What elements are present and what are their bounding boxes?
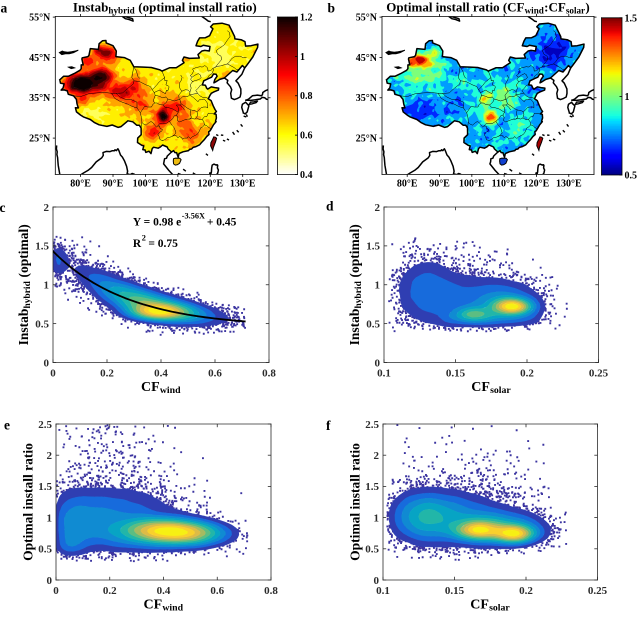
svg-text:1: 1 xyxy=(300,52,305,63)
svg-text:0.6: 0.6 xyxy=(208,368,222,380)
svg-text:f: f xyxy=(326,418,331,433)
svg-text:35°N: 35°N xyxy=(29,93,51,104)
svg-text:Y = 0.98 e: Y = 0.98 e xyxy=(133,216,181,228)
svg-text:55°N: 55°N xyxy=(29,13,51,24)
svg-text:1.5: 1.5 xyxy=(35,241,49,253)
svg-text:e: e xyxy=(4,418,10,433)
svg-text:a: a xyxy=(1,1,8,16)
svg-text:0: 0 xyxy=(374,575,380,587)
svg-text:55°N: 55°N xyxy=(356,13,378,24)
svg-text:0: 0 xyxy=(375,357,381,369)
svg-text:120°E: 120°E xyxy=(197,178,223,189)
svg-text:45°N: 45°N xyxy=(29,53,51,64)
svg-text:0: 0 xyxy=(44,357,50,369)
svg-text:1: 1 xyxy=(375,280,381,292)
svg-text:1: 1 xyxy=(44,280,50,292)
svg-text:2: 2 xyxy=(44,202,50,214)
svg-text:0.5: 0.5 xyxy=(365,544,379,556)
svg-text:0.2: 0.2 xyxy=(520,368,534,380)
svg-text:I n s t: I n s t a b ( o p t i m a l ) h y b r i … xyxy=(346,220,365,345)
svg-text:25°N: 25°N xyxy=(356,134,378,145)
svg-text:1.5: 1.5 xyxy=(625,13,638,24)
svg-text:0.8: 0.8 xyxy=(262,368,276,380)
svg-text:80°E: 80°E xyxy=(397,178,418,189)
svg-text:0: 0 xyxy=(53,585,59,597)
svg-text:0.5: 0.5 xyxy=(366,318,380,330)
svg-text:130°E: 130°E xyxy=(556,178,582,189)
svg-text:1.5: 1.5 xyxy=(365,481,379,493)
svg-text:0.2: 0.2 xyxy=(100,368,114,380)
svg-text:2: 2 xyxy=(374,450,380,462)
svg-text:I n s t: I n s t a b ( o p t i m a l ) h y b r i … xyxy=(15,220,34,345)
svg-text:2.5: 2.5 xyxy=(38,419,52,431)
svg-text:0.1: 0.1 xyxy=(377,368,391,380)
svg-text:0.6: 0.6 xyxy=(210,585,224,597)
svg-text:100°E: 100°E xyxy=(133,178,159,189)
svg-text:0.6: 0.6 xyxy=(300,131,313,142)
svg-text:b: b xyxy=(328,1,336,16)
svg-text:-3.56X: -3.56X xyxy=(182,212,205,221)
svg-text:C F w i: C F w i n d xyxy=(144,595,184,614)
svg-text:90°E: 90°E xyxy=(103,178,124,189)
svg-text:0.4: 0.4 xyxy=(157,585,171,597)
svg-text:2.5: 2.5 xyxy=(365,419,379,431)
svg-text:0.25: 0.25 xyxy=(589,368,609,380)
svg-text:1: 1 xyxy=(625,92,630,103)
svg-text:35°N: 35°N xyxy=(356,93,378,104)
svg-text:C F s o: C F s o l a r xyxy=(470,595,510,614)
svg-text:0: 0 xyxy=(50,368,56,380)
svg-text:1.2: 1.2 xyxy=(300,12,313,23)
svg-text:2: 2 xyxy=(47,450,53,462)
svg-text:0: 0 xyxy=(47,575,53,587)
svg-text:80°E: 80°E xyxy=(70,178,91,189)
svg-text:C F s o: C F s o l a r xyxy=(471,378,511,397)
svg-text:C F w i: C F w i n d xyxy=(141,378,181,397)
svg-text:0.15: 0.15 xyxy=(445,585,465,597)
svg-text:0.25: 0.25 xyxy=(588,585,608,597)
svg-text:1: 1 xyxy=(47,512,53,524)
svg-text:90°E: 90°E xyxy=(429,178,450,189)
svg-text:100°E: 100°E xyxy=(459,178,485,189)
svg-text:0.5: 0.5 xyxy=(625,170,638,181)
svg-text:d: d xyxy=(326,199,334,214)
svg-text:110°E: 110°E xyxy=(165,178,190,189)
svg-text:110°E: 110°E xyxy=(492,178,517,189)
svg-text:0.1: 0.1 xyxy=(376,585,390,597)
svg-text:= 0.75: = 0.75 xyxy=(148,238,178,250)
svg-text:120°E: 120°E xyxy=(524,178,550,189)
svg-text:2: 2 xyxy=(375,202,381,214)
svg-text:2: 2 xyxy=(142,233,146,242)
svg-text:1.5: 1.5 xyxy=(366,241,380,253)
svg-text:1: 1 xyxy=(374,512,380,524)
svg-text:0.8: 0.8 xyxy=(264,585,278,597)
svg-text:Optimal install ratio: Optimal install ratio xyxy=(20,443,35,561)
svg-text:130°E: 130°E xyxy=(230,178,256,189)
svg-text:0.4: 0.4 xyxy=(154,368,168,380)
svg-text:c: c xyxy=(0,200,6,215)
svg-text:R: R xyxy=(133,238,142,250)
svg-text:25°N: 25°N xyxy=(29,134,51,145)
svg-text:+ 0.45: + 0.45 xyxy=(207,216,237,228)
svg-text:0.8: 0.8 xyxy=(300,91,313,102)
svg-text:1.5: 1.5 xyxy=(38,481,52,493)
svg-text:0.5: 0.5 xyxy=(35,318,49,330)
svg-text:0.2: 0.2 xyxy=(519,585,533,597)
svg-text:0.5: 0.5 xyxy=(38,544,52,556)
svg-text:Optimal install ratio: Optimal install ratio xyxy=(347,443,362,561)
svg-text:O p t i: O p t i m a l i n s t a l l r a t i o ( … xyxy=(386,0,594,17)
svg-text:I n s t: I n s t a b ( o p t i m a l i n s t a l … xyxy=(73,0,261,17)
svg-text:45°N: 45°N xyxy=(356,53,378,64)
svg-text:0.15: 0.15 xyxy=(446,368,466,380)
svg-text:0.2: 0.2 xyxy=(103,585,117,597)
svg-text:0.4: 0.4 xyxy=(300,170,313,181)
